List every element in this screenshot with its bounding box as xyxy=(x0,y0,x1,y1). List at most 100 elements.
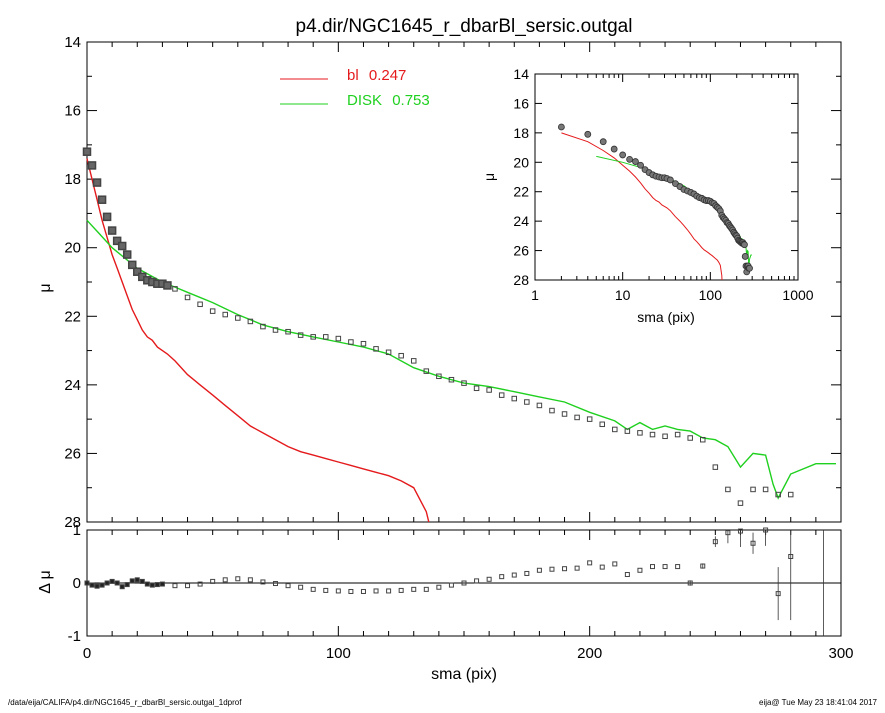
inset-y-tick-label: 26 xyxy=(513,243,529,259)
residual-data-point xyxy=(712,539,718,545)
inset-x-tick-label: 1000 xyxy=(782,287,813,303)
inset-data-point xyxy=(557,123,565,131)
inset-x-tick-label: 1 xyxy=(531,287,539,303)
inset-data-point xyxy=(632,158,639,165)
main-data-point xyxy=(335,335,342,342)
residual-data-point xyxy=(310,586,316,592)
main-data-point xyxy=(599,421,605,428)
residual-data-point xyxy=(675,564,681,570)
main-data-point xyxy=(398,352,404,359)
residual-data-point xyxy=(119,584,125,590)
main-data-point xyxy=(172,286,178,292)
residual-data-point xyxy=(285,583,291,589)
footer-path: /data/eija/CALIFA/p4.dir/NGC1645_r_dbarB… xyxy=(8,698,242,707)
inset-plot-layer: 14 16 18 20 22 24 26 281 10 100 1000 xyxy=(513,66,813,303)
main-data-point xyxy=(222,311,228,318)
residual-y-tick-label: 1 xyxy=(73,522,81,539)
main-data-point xyxy=(197,301,203,308)
main-data-point xyxy=(260,323,266,330)
main-data-point xyxy=(612,426,618,433)
main-data-point xyxy=(498,392,505,398)
legend-label-bl: bl 0.247 xyxy=(347,67,406,84)
residual-data-point xyxy=(114,580,120,586)
main-data-point xyxy=(410,358,417,364)
main-line-bl xyxy=(86,158,430,523)
main-data-point xyxy=(637,430,643,436)
residual-data-point xyxy=(172,583,178,589)
main-data-point xyxy=(323,334,329,340)
main-data-point xyxy=(662,433,668,440)
inset-panel-frame xyxy=(534,73,799,281)
residual-data-point xyxy=(360,588,366,594)
residual-data-point xyxy=(700,563,706,569)
residual-data-point xyxy=(154,582,160,588)
residual-data-point xyxy=(139,578,145,584)
main-data-point xyxy=(348,339,354,345)
residual-data-point xyxy=(624,572,630,578)
residual-data-point xyxy=(134,577,140,583)
legend: bl 0.247 DISK 0.753 xyxy=(280,67,430,109)
main-data-point xyxy=(737,500,744,506)
inset-y-tick-label: 24 xyxy=(513,213,529,229)
main-data-point xyxy=(235,315,241,321)
inset-data-point xyxy=(626,155,634,163)
residual-data-point xyxy=(124,582,130,588)
residual-data-point xyxy=(687,580,693,586)
residual-x-tick-label: 0 xyxy=(83,645,91,662)
residual-x-tick-label: 100 xyxy=(326,645,351,662)
main-data-point xyxy=(586,416,593,422)
main-data-point xyxy=(297,332,304,338)
inset-data-point xyxy=(584,130,592,138)
main-data-point xyxy=(687,435,693,441)
residual-data-point xyxy=(436,584,442,590)
main-y-tick-label: 16 xyxy=(64,103,81,120)
residual-y-tick-label: -1 xyxy=(68,628,81,645)
residual-data-point xyxy=(99,582,105,588)
main-data-point xyxy=(624,428,631,434)
inset-x-axis-label: sma (pix) xyxy=(637,309,695,325)
main-data-point xyxy=(122,250,132,259)
residual-data-point xyxy=(775,591,781,597)
inset-line-disk xyxy=(596,155,752,270)
residual-data-point xyxy=(737,528,743,534)
residual-data-point xyxy=(159,581,165,587)
legend-label-bl-value: 0.247 xyxy=(369,67,407,84)
main-data-point xyxy=(649,431,656,438)
residual-data-point xyxy=(84,580,90,586)
main-data-point xyxy=(725,486,731,493)
residual-data-point xyxy=(763,527,769,533)
residual-data-point xyxy=(260,579,266,585)
main-data-point xyxy=(112,236,122,246)
main-data-point xyxy=(272,327,279,333)
inset-data-point xyxy=(599,138,607,146)
main-data-point xyxy=(184,294,191,301)
main-data-point xyxy=(163,281,172,290)
residual-data-point xyxy=(511,572,517,578)
inset-y-axis-label: μ xyxy=(481,173,497,181)
main-data-point xyxy=(423,368,430,374)
main-data-point xyxy=(674,431,681,438)
main-y-tick-label: 14 xyxy=(64,34,81,51)
main-y-tick-label: 24 xyxy=(64,377,81,394)
residual-data-point xyxy=(348,588,354,594)
main-data-point xyxy=(536,402,543,409)
main-data-point xyxy=(97,195,107,204)
residual-data-point xyxy=(662,564,668,570)
main-data-point xyxy=(87,161,97,170)
residual-data-point xyxy=(486,576,492,582)
residual-data-point xyxy=(650,564,655,570)
legend-label-bl-name: bl xyxy=(347,67,359,84)
main-data-point xyxy=(385,349,392,356)
main-data-point xyxy=(107,226,117,235)
residual-data-point xyxy=(461,580,467,586)
residual-data-point xyxy=(549,566,555,572)
chart-title: p4.dir/NGC1645_r_dbarBl_sersic.outgal xyxy=(296,16,633,37)
inset-y-tick-label: 28 xyxy=(513,272,529,288)
main-data-point xyxy=(247,318,254,325)
inset-data-point xyxy=(610,145,618,153)
main-data-point xyxy=(461,380,467,386)
residual-data-point xyxy=(750,540,756,546)
main-y-tick-label: 20 xyxy=(64,240,81,257)
